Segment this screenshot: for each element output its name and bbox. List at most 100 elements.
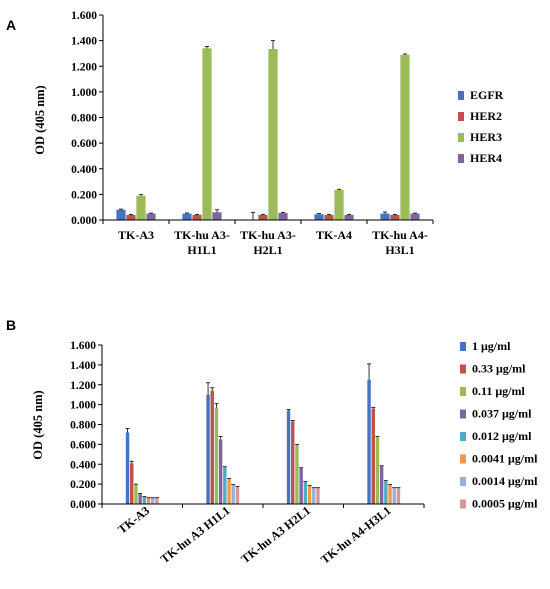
panel-b-x-ticks [101, 504, 425, 508]
legend-label: 0.11 μg/ml [472, 384, 525, 398]
bar [344, 214, 354, 220]
bar [214, 407, 219, 504]
bar [390, 214, 400, 220]
bar [227, 479, 231, 504]
y-tick-label: 0.200 [70, 479, 96, 491]
bar [380, 213, 390, 220]
panel-a-y-ticks: 0.000 0.200 0.400 0.600 0.800 1.000 1.200 1.400… [71, 10, 103, 227]
legend-swatch [458, 91, 464, 100]
panel-b-y-axis-title: OD (405 nm) [31, 390, 45, 459]
panel-a-y-axis-title: OD (405 nm) [33, 85, 47, 154]
legend-label: 0.012 μg/ml [472, 429, 532, 443]
legend-swatch [460, 499, 466, 509]
y-tick-label: 0.400 [71, 164, 97, 176]
legend-label: HER3 [470, 130, 502, 144]
legend-swatch [458, 133, 464, 142]
legend-label: EGFR [470, 88, 504, 102]
bar [307, 486, 312, 504]
legend-swatch [458, 154, 464, 163]
bar [295, 445, 299, 504]
legend-swatch [460, 342, 466, 351]
bar [324, 214, 334, 220]
legend-label: 1 μg/ml [472, 339, 511, 353]
y-tick-label: 0.000 [71, 215, 97, 227]
legend-label: HER4 [470, 151, 502, 165]
bar [182, 213, 192, 220]
bar [138, 494, 142, 504]
legend-swatch [460, 387, 466, 396]
bar [134, 485, 138, 504]
y-tick-label: 1.200 [71, 61, 97, 73]
y-tick-label: 1.000 [70, 400, 96, 412]
legend-label: 0.0041 μg/ml [472, 452, 538, 466]
bar [206, 394, 210, 504]
bar [223, 467, 227, 504]
legend-label: 0.33 μg/ml [472, 362, 526, 376]
category-label: H2L1 [253, 243, 282, 257]
y-tick-label: 1.200 [70, 380, 96, 392]
panel-b-error-bars [125, 363, 401, 499]
y-tick-label: 1.000 [71, 87, 97, 99]
category-label: TK-A3 [118, 228, 154, 242]
bar [278, 212, 288, 220]
legend-label: HER2 [470, 109, 502, 123]
bar [291, 421, 295, 504]
bar [130, 463, 134, 504]
bar [314, 214, 324, 220]
bar [375, 437, 380, 504]
bar [371, 408, 375, 504]
bar [151, 498, 155, 504]
bar [392, 488, 396, 504]
bar [312, 488, 316, 504]
bar [218, 439, 223, 504]
bar [155, 498, 159, 504]
category-label: TK-hu A3 H2L1 [238, 503, 313, 566]
bar [258, 214, 268, 220]
legend-label: 0.0005 μg/ml [472, 497, 538, 511]
legend-swatch [460, 364, 466, 374]
bar [235, 487, 240, 504]
bar [268, 48, 278, 220]
bar [146, 213, 156, 220]
bar [212, 212, 222, 220]
legend-label: 0.037 μg/ml [472, 407, 532, 421]
panel-b-legend: 1 μg/ml 0.33 μg/ml 0.11 μg/ml 0.037 μg/ml 0.… [460, 339, 538, 511]
y-tick-label: 0.600 [70, 439, 96, 451]
bar [116, 209, 126, 220]
panel-b-y-ticks: 0.000 0.200 0.400 0.600 0.800 1.000 1.200 1.400… [70, 340, 102, 511]
bar [192, 214, 202, 220]
bar [126, 214, 136, 220]
y-tick-label: 0.600 [71, 138, 97, 150]
panel-a: A OD (405 nm) 0.000 0.200 0.400 0.600 0.800 1… [6, 10, 504, 257]
bar [410, 213, 420, 220]
bar [286, 410, 291, 504]
bar [231, 485, 235, 504]
category-label: TK-hu A4- [372, 228, 428, 242]
bar [202, 48, 212, 220]
category-label: TK-hu A3- [240, 228, 296, 242]
bar [146, 498, 151, 504]
category-label: H1L1 [187, 243, 216, 257]
panel-b-bars [125, 379, 401, 504]
legend-swatch [460, 477, 466, 486]
bar [210, 390, 214, 504]
panel-a-bars [116, 48, 420, 220]
category-label: H3L1 [385, 243, 414, 257]
bar [400, 54, 410, 220]
panel-a-error-bars [119, 40, 417, 220]
bar [379, 466, 384, 504]
category-label: TK-A3 [115, 503, 152, 536]
y-tick-label: 1.400 [71, 36, 97, 48]
bar [316, 488, 320, 504]
y-tick-label: 0.000 [70, 499, 96, 511]
category-label: TK-hu A3- [174, 228, 230, 242]
y-tick-label: 1.600 [71, 10, 97, 22]
category-label: TK-A4 [316, 228, 352, 242]
y-tick-label: 0.800 [70, 420, 96, 432]
panel-a-legend: EGFR HER2 HER3 HER4 [458, 88, 504, 165]
y-tick-label: 0.800 [71, 113, 97, 125]
legend-swatch [460, 454, 466, 464]
bar [367, 379, 371, 504]
